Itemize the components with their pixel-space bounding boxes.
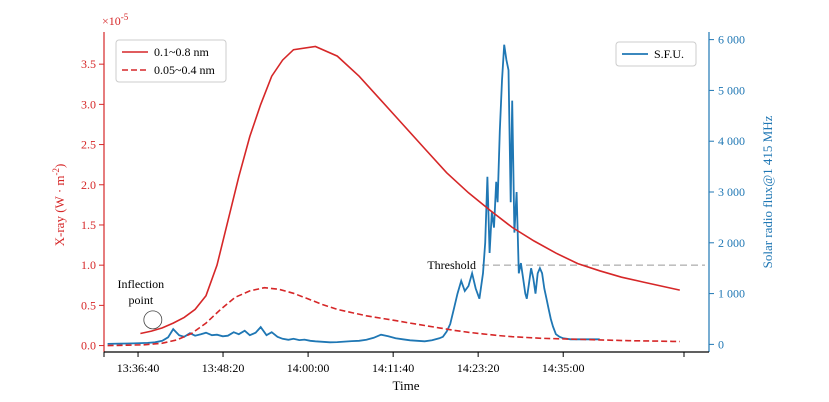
left-axis-label: X-ray (W · m-2) <box>51 164 67 247</box>
right-tick-label: 0 <box>718 337 724 351</box>
right-tick-label: 2 000 <box>718 236 745 250</box>
legend-right: S.F.U. <box>615 41 697 67</box>
left-tick-label: 2.0 <box>81 178 96 192</box>
left-tick-label: 2.5 <box>81 138 96 152</box>
right-axis-ticks: 0 1 000 2 000 3 000 4 000 5 000 6 000 <box>709 33 745 351</box>
left-tick-label: 3.0 <box>81 97 96 111</box>
x-tick-label: 13:48:20 <box>202 361 245 375</box>
right-tick-label: 5 000 <box>718 83 745 97</box>
right-axis-label: Solar radio flux@1 415 MHz <box>760 115 775 268</box>
threshold-label: Threshold <box>427 258 476 272</box>
x-tick-label: 14:23:20 <box>457 361 500 375</box>
legend-right-frame <box>615 41 697 67</box>
inflection-label-line2: point <box>129 293 154 307</box>
x-axis-label: Time <box>393 378 420 393</box>
legend-left-frame <box>115 39 227 83</box>
x-tick-label: 13:36:40 <box>117 361 160 375</box>
legend-label-0-05-0-4nm: 0.05~0.4 nm <box>154 63 215 77</box>
left-tick-label: 0.0 <box>81 339 96 353</box>
legend-label-sfu: S.F.U. <box>654 47 684 61</box>
series-line-0-1-0-8nm <box>140 45 680 335</box>
left-tick-label: 1.5 <box>81 218 96 232</box>
x-tick-label: 14:35:00 <box>542 361 585 375</box>
series-line-0-05-0-4nm <box>107 286 680 347</box>
left-axis-ticks: 0.0 0.5 1.0 1.5 2.0 2.5 3.0 3.5 <box>81 57 104 353</box>
x-axis-ticks: 13:36:40 13:48:20 14:00:00 14:11:40 14:23:20… <box>103 352 685 375</box>
left-tick-label: 1.0 <box>81 258 96 272</box>
right-tick-label: 3 000 <box>718 185 745 199</box>
left-tick-label: 0.5 <box>81 298 96 312</box>
legend-label-0-1-0-8nm: 0.1~0.8 nm <box>154 45 209 59</box>
right-tick-label: 1 000 <box>718 287 745 301</box>
inflection-label-line1: Inflection <box>118 277 165 291</box>
right-tick-label: 4 000 <box>718 134 745 148</box>
series-line-sfu <box>107 44 600 345</box>
x-tick-label: 14:11:40 <box>372 361 414 375</box>
x-tick-label: 14:00:00 <box>287 361 330 375</box>
inflection-point-marker <box>143 310 163 330</box>
right-tick-label: 6 000 <box>718 33 745 47</box>
left-tick-label: 3.5 <box>81 57 96 71</box>
legend-left: 0.1~0.8 nm 0.05~0.4 nm <box>115 39 227 83</box>
left-axis-scale-note: ×10-5 <box>102 12 129 28</box>
